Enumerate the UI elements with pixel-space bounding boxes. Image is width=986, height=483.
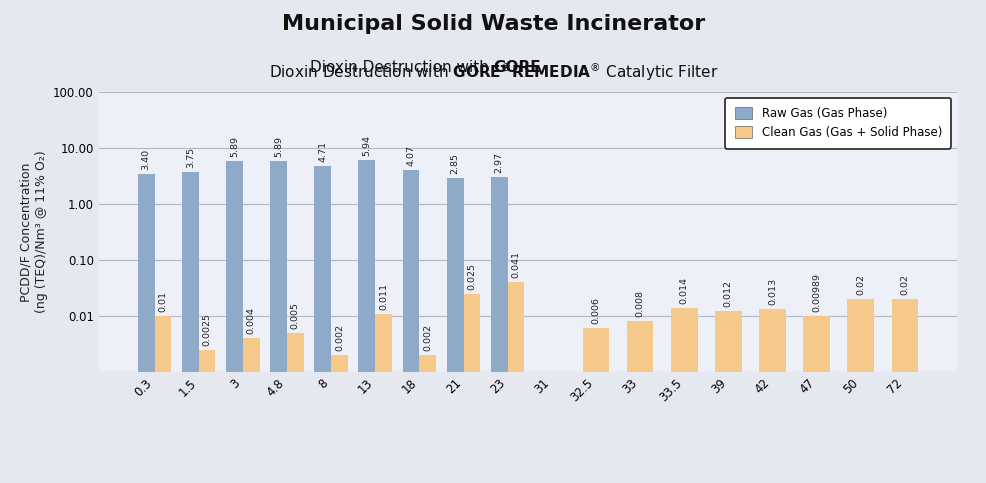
Text: 4.71: 4.71	[317, 141, 327, 162]
Bar	[803, 316, 829, 483]
Bar	[490, 177, 507, 483]
Text: 0.004: 0.004	[246, 307, 255, 334]
Bar	[847, 299, 874, 483]
Text: 0.013: 0.013	[767, 278, 776, 305]
Text: 0.02: 0.02	[899, 274, 908, 295]
Text: GORE: GORE	[493, 60, 540, 75]
Text: 0.014: 0.014	[679, 277, 688, 304]
Text: 0.012: 0.012	[723, 281, 733, 307]
Bar	[181, 171, 198, 483]
Bar	[419, 355, 436, 483]
Text: 0.011: 0.011	[379, 283, 387, 310]
Bar	[507, 282, 524, 483]
Bar	[314, 166, 330, 483]
Bar	[670, 308, 697, 483]
Text: 0.005: 0.005	[291, 302, 300, 329]
Bar	[330, 355, 347, 483]
Text: 0.0025: 0.0025	[202, 313, 211, 346]
Bar	[138, 174, 155, 483]
Text: 3.75: 3.75	[185, 146, 194, 168]
Legend: Raw Gas (Gas Phase), Clean Gas (Gas + Solid Phase): Raw Gas (Gas Phase), Clean Gas (Gas + So…	[725, 98, 951, 149]
Text: 0.041: 0.041	[511, 251, 520, 278]
Bar	[287, 333, 304, 483]
Text: 5.94: 5.94	[362, 135, 371, 156]
Bar	[155, 316, 172, 483]
Text: Dioxin Destruction with: Dioxin Destruction with	[310, 60, 493, 75]
Text: 3.40: 3.40	[141, 149, 151, 170]
Bar	[582, 328, 608, 483]
Bar	[243, 338, 259, 483]
Bar	[375, 313, 391, 483]
Text: 0.025: 0.025	[467, 263, 476, 290]
Text: 0.006: 0.006	[591, 297, 599, 324]
Bar	[358, 160, 375, 483]
Y-axis label: PCDD/F Concentration
(ng (TEQ)/Nm³ @ 11% O₂): PCDD/F Concentration (ng (TEQ)/Nm³ @ 11%…	[20, 151, 47, 313]
Text: 4.07: 4.07	[406, 144, 415, 166]
Bar	[626, 321, 653, 483]
Text: Dioxin Destruction with $\mathbf{GORE}^{\circledR}\mathbf{REMEDIA}^{\circledR}$ : Dioxin Destruction with $\mathbf{GORE}^{…	[268, 60, 718, 83]
Text: Municipal Solid Waste Incinerator: Municipal Solid Waste Incinerator	[282, 14, 704, 34]
Text: 0.002: 0.002	[423, 324, 432, 351]
Text: 0.00989: 0.00989	[811, 273, 820, 312]
Bar	[463, 294, 480, 483]
Text: 0.02: 0.02	[856, 274, 865, 295]
Bar	[402, 170, 419, 483]
Bar	[447, 178, 463, 483]
Bar	[714, 312, 741, 483]
Text: 2.97: 2.97	[494, 152, 503, 173]
Bar	[226, 161, 243, 483]
Text: 0.008: 0.008	[635, 290, 644, 317]
Text: 5.89: 5.89	[230, 136, 239, 156]
Bar	[890, 299, 917, 483]
Text: 5.89: 5.89	[274, 136, 283, 156]
Bar	[198, 350, 215, 483]
Bar	[758, 310, 785, 483]
Text: 0.01: 0.01	[158, 291, 168, 312]
Text: 0.002: 0.002	[334, 324, 343, 351]
Text: 2.85: 2.85	[451, 153, 459, 174]
Bar	[270, 161, 287, 483]
